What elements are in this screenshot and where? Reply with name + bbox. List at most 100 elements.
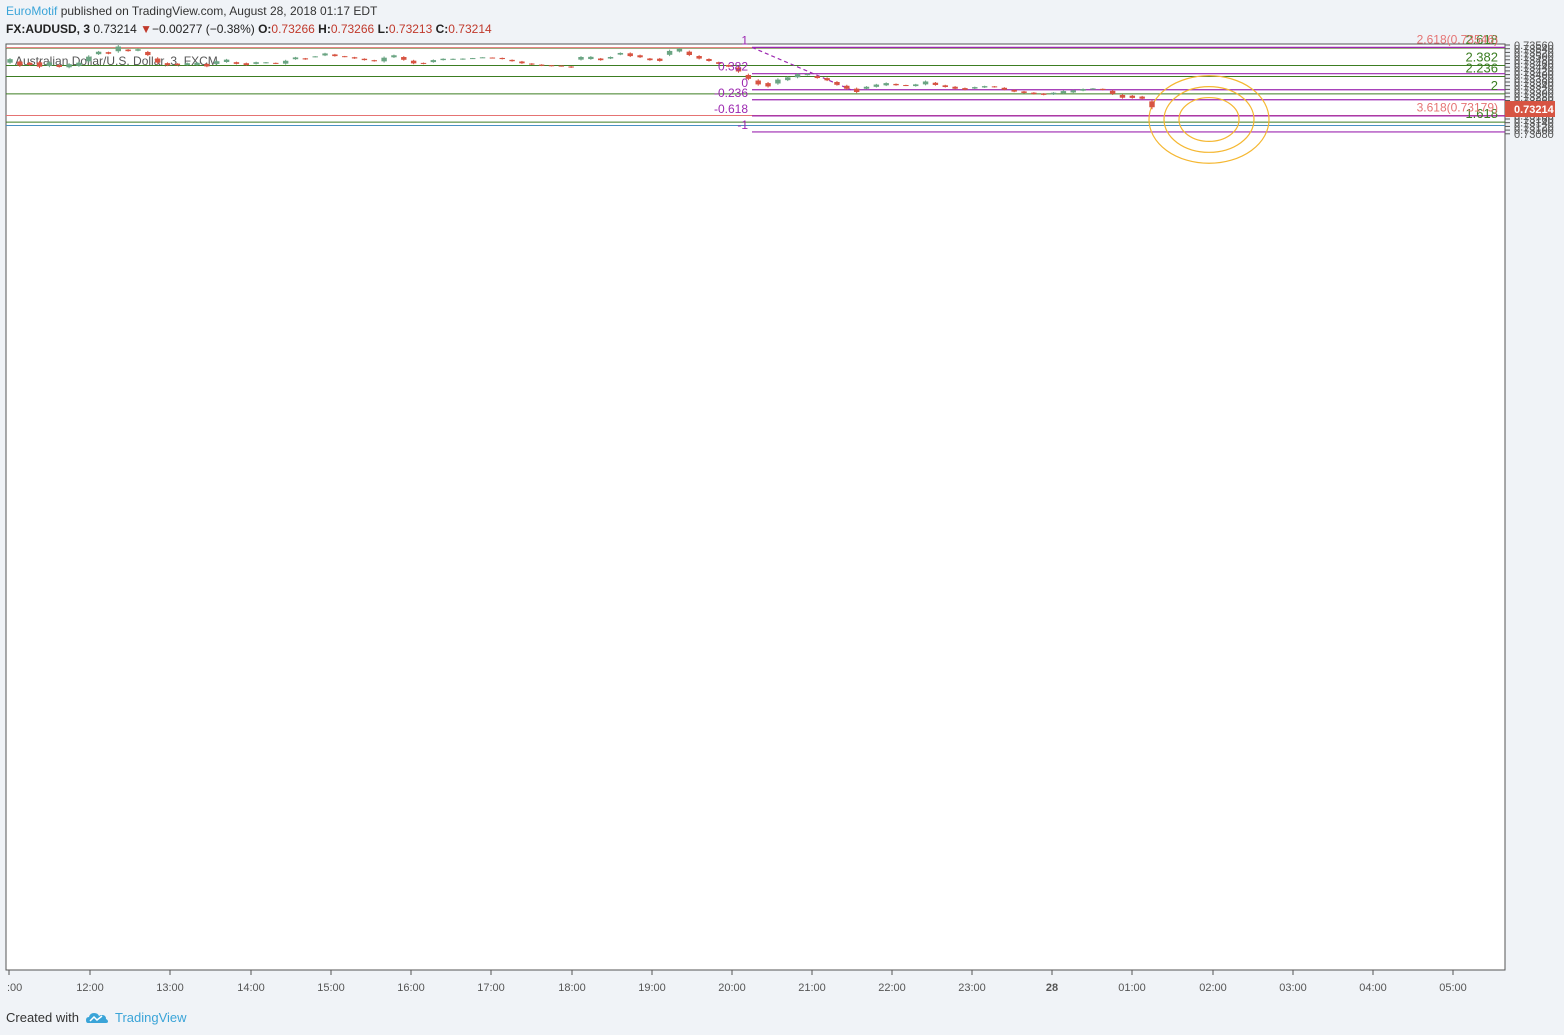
- candle-body: [56, 65, 62, 67]
- x-tick-label: 03:00: [1279, 982, 1307, 994]
- candle-body: [332, 54, 338, 57]
- y-tick-label: 0.73400: [1514, 70, 1554, 82]
- tradingview-link[interactable]: TradingView: [114, 1010, 187, 1025]
- x-tick-label: 16:00: [397, 982, 425, 994]
- candle-body: [883, 83, 889, 86]
- candle-body: [627, 53, 633, 57]
- y-tick-label: 0.73280: [1514, 92, 1554, 104]
- y-tick-label: 0.73080: [1514, 129, 1554, 141]
- candle-body: [558, 65, 565, 67]
- candle-body: [1149, 101, 1155, 108]
- publisher-link[interactable]: EuroMotif: [6, 4, 58, 18]
- candle-body: [1139, 96, 1145, 99]
- fib-extension-label: 2.236: [1465, 60, 1498, 75]
- last-price-label: 0.73214: [1514, 104, 1555, 116]
- candle-body: [597, 58, 604, 61]
- open-label: O:: [258, 22, 272, 36]
- candle-body: [952, 86, 958, 89]
- y-tick-label: 0.73480: [1514, 55, 1554, 67]
- candles-group: [7, 45, 1155, 110]
- y-tick-label: 0.73340: [1514, 81, 1554, 93]
- close-label: C:: [435, 22, 449, 36]
- fib-retracement-label: 0: [741, 76, 748, 90]
- candle-body: [479, 57, 486, 59]
- candle-body: [312, 56, 318, 58]
- candle-body: [430, 60, 437, 63]
- plot-area[interactable]: [5, 43, 1506, 971]
- x-tick-label: 05:00: [1439, 982, 1467, 994]
- candle-body: [735, 67, 742, 72]
- y-tick-label: 0.73380: [1514, 73, 1554, 85]
- fib-extension-label: 2: [1491, 78, 1498, 93]
- candle-body: [657, 58, 663, 61]
- candle-body: [46, 62, 53, 67]
- published-text: published on TradingView.com, August 28,…: [60, 4, 378, 18]
- candle-body: [1031, 92, 1037, 95]
- high-label: H:: [318, 22, 331, 36]
- candle-body: [194, 62, 200, 65]
- candle-body: [981, 86, 988, 88]
- candle-body: [292, 57, 299, 60]
- down-arrow-icon: ▼: [140, 22, 152, 36]
- candle-body: [322, 53, 328, 56]
- created-with-text: Created with: [6, 1010, 79, 1025]
- candle-body: [844, 85, 850, 89]
- candle-body: [66, 64, 72, 68]
- candle-body: [932, 82, 939, 85]
- y-tick-label: 0.73420: [1514, 66, 1554, 78]
- candle-body: [617, 52, 624, 55]
- candle-body: [568, 66, 574, 68]
- candle-body: [7, 59, 13, 63]
- close-value: 0.73214: [448, 22, 492, 36]
- x-tick-label: 20:00: [718, 982, 746, 994]
- price-change: −0.00277 (−0.38%): [151, 22, 255, 36]
- candle-body: [184, 63, 190, 66]
- y-tick-label: 0.73300: [1514, 88, 1554, 100]
- fib-extension-label: 2.382: [1465, 50, 1498, 65]
- y-tick-label: 0.73320: [1514, 84, 1554, 96]
- candle-body: [1060, 91, 1067, 94]
- candle-body: [509, 59, 515, 62]
- low-value: 0.73213: [388, 22, 433, 36]
- candle-body: [233, 62, 240, 64]
- candle-body: [1001, 87, 1008, 90]
- fib-retracement-label: 0.382: [718, 60, 748, 74]
- y-tick-label: 0.73500: [1514, 51, 1554, 63]
- candle-body: [834, 82, 840, 85]
- candle-body: [1050, 92, 1057, 95]
- candle-body: [903, 85, 909, 87]
- x-tick-label: 17:00: [477, 982, 505, 994]
- candle-body: [164, 63, 171, 66]
- target-circle[interactable]: [1178, 96, 1240, 142]
- target-circle[interactable]: [1148, 75, 1270, 164]
- fib-price-label: 2.618(0.73546): [1417, 33, 1498, 47]
- y-tick-label: 0.73100: [1514, 125, 1554, 137]
- x-tick-label: 14:00: [237, 982, 265, 994]
- candle-body: [282, 60, 289, 64]
- fib-retracement-label: 1: [741, 33, 748, 47]
- x-tick-label: 19:00: [638, 982, 666, 994]
- candle-body: [1040, 93, 1047, 95]
- target-circle[interactable]: [1163, 86, 1255, 153]
- ohlc-header: FX:AUDUSD, 3 0.73214 ▼−0.00277 (−0.38%) …: [6, 22, 492, 36]
- candle-body: [873, 84, 880, 87]
- candle-body: [578, 56, 584, 60]
- candle-body: [499, 57, 505, 60]
- y-tick-label: 0.73140: [1514, 118, 1554, 130]
- candle-body: [36, 62, 43, 67]
- fib-trend-line[interactable]: [751, 46, 852, 91]
- candle-body: [765, 83, 771, 87]
- fib-extension-label: 1.618: [1465, 106, 1498, 121]
- last-price: 0.73214: [93, 22, 137, 36]
- candle-body: [381, 57, 387, 62]
- price-axis[interactable]: 0.730800.731000.731200.731400.731600.731…: [1505, 40, 1555, 141]
- candle-body: [342, 56, 348, 58]
- candle-body: [145, 51, 151, 56]
- candle-body: [1129, 95, 1136, 98]
- candle-body: [972, 87, 978, 89]
- candle-body: [824, 78, 830, 81]
- candle-body: [115, 46, 122, 52]
- candle-body: [814, 76, 820, 79]
- time-axis[interactable]: :00 12:00 13:00 14:00 15:00 16:00 17:00 18:00 19…: [7, 970, 1467, 994]
